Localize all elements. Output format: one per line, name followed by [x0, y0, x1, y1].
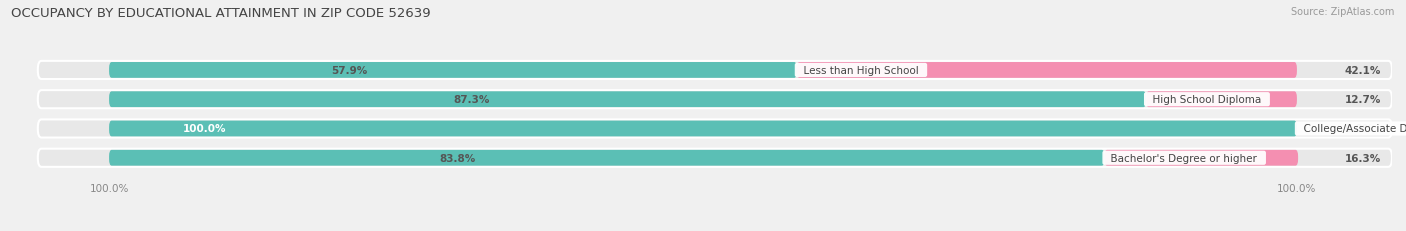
- Text: 42.1%: 42.1%: [1344, 66, 1381, 76]
- Text: Bachelor's Degree or higher: Bachelor's Degree or higher: [1105, 153, 1264, 163]
- Legend: Owner-occupied, Renter-occupied: Owner-occupied, Renter-occupied: [599, 228, 807, 231]
- Text: OCCUPANCY BY EDUCATIONAL ATTAINMENT IN ZIP CODE 52639: OCCUPANCY BY EDUCATIONAL ATTAINMENT IN Z…: [11, 7, 430, 20]
- FancyBboxPatch shape: [38, 120, 1392, 138]
- Text: College/Associate Degree: College/Associate Degree: [1296, 124, 1406, 134]
- Text: 87.3%: 87.3%: [454, 95, 491, 105]
- FancyBboxPatch shape: [110, 121, 1296, 137]
- FancyBboxPatch shape: [38, 149, 1392, 167]
- Text: Source: ZipAtlas.com: Source: ZipAtlas.com: [1291, 7, 1395, 17]
- Text: Less than High School: Less than High School: [797, 66, 925, 76]
- FancyBboxPatch shape: [38, 91, 1392, 109]
- FancyBboxPatch shape: [797, 63, 1296, 79]
- Text: 100.0%: 100.0%: [183, 124, 226, 134]
- Text: 83.8%: 83.8%: [439, 153, 475, 163]
- Text: 0.0%: 0.0%: [1344, 124, 1374, 134]
- FancyBboxPatch shape: [1105, 150, 1298, 166]
- FancyBboxPatch shape: [110, 92, 1146, 108]
- FancyBboxPatch shape: [1146, 92, 1296, 108]
- FancyBboxPatch shape: [110, 150, 1105, 166]
- Text: 16.3%: 16.3%: [1344, 153, 1381, 163]
- Text: 12.7%: 12.7%: [1344, 95, 1381, 105]
- Text: 57.9%: 57.9%: [332, 66, 368, 76]
- Text: High School Diploma: High School Diploma: [1146, 95, 1268, 105]
- FancyBboxPatch shape: [38, 62, 1392, 80]
- FancyBboxPatch shape: [110, 63, 797, 79]
